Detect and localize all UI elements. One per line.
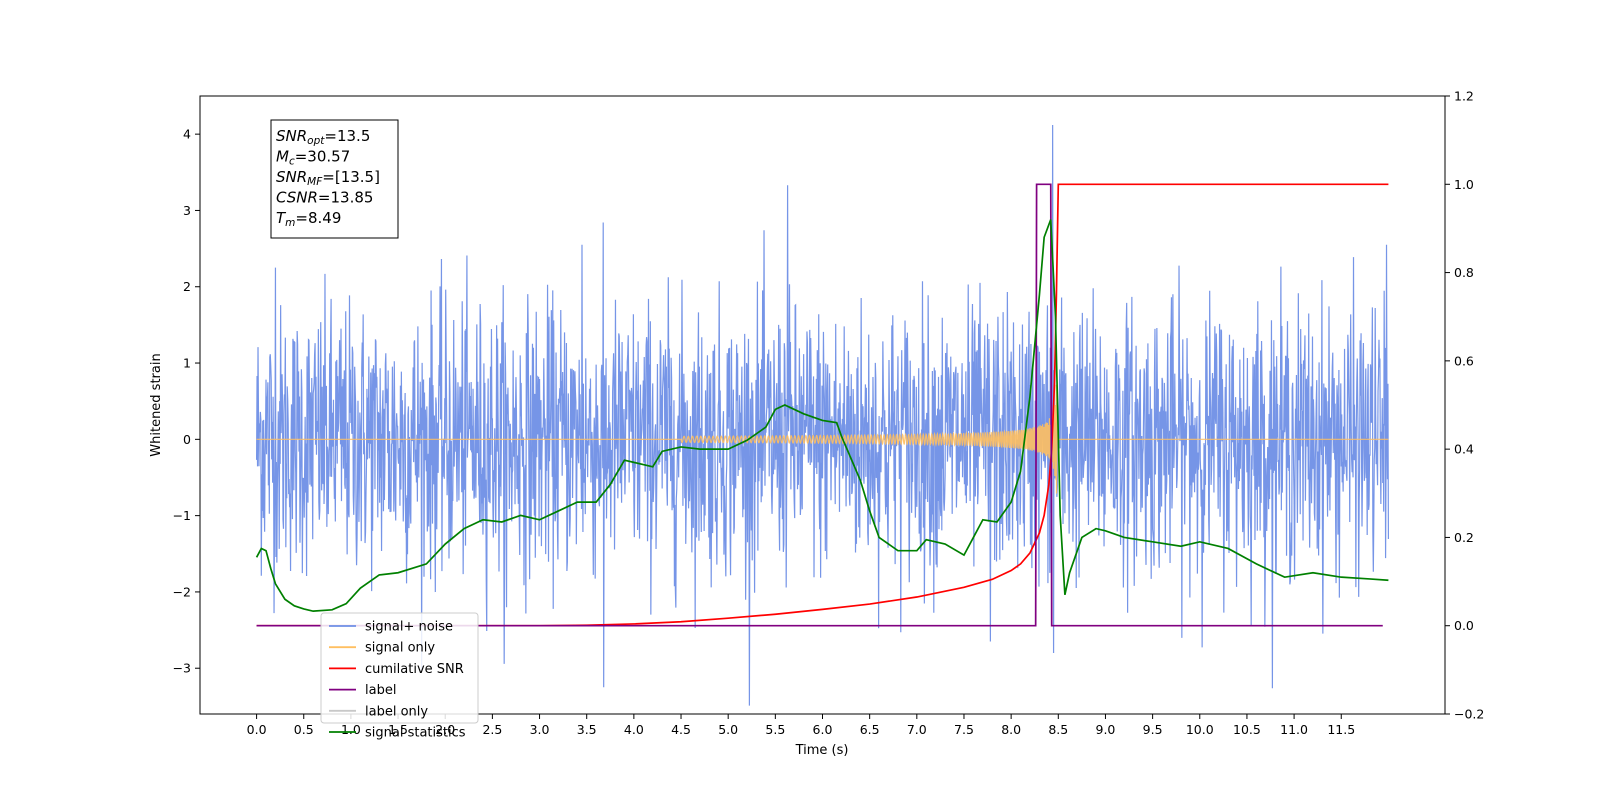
x-tick-label: 11.5 [1327,722,1355,737]
series-cumilative-snr [256,183,1389,627]
x-axis: 0.0 0.5 1.0 1.5 2.0 2.5 3.0 3.5 4.0 4.5 5.0 5.5 6.0 6… [247,714,1355,737]
x-tick-label: 6.0 [813,722,833,737]
annotation-box: SNRopt=13.5Mc=30.57SNRMF=[13.5]CSNR=13.8… [270,119,399,239]
x-tick-label: 6.5 [860,722,880,737]
x-tick-label: 5.0 [718,722,738,737]
x-tick-label: 1.0 [341,722,361,737]
x-tick-label: 3.0 [530,722,550,737]
x-tick-label: 3.5 [577,722,597,737]
x-tick-label: 4.0 [624,722,644,737]
annotation-line: CSNR=13.85 [276,189,373,207]
legend-label: signal+ noise [365,620,453,635]
x-tick-label: 1.5 [388,722,408,737]
x-tick-label: 9.5 [1143,722,1163,737]
legend-label: label [365,683,396,698]
y-left-tick-label: 4 [183,127,191,142]
x-tick-label: 7.5 [954,722,974,737]
legend-label: label only [365,704,428,719]
x-tick-label: 2.5 [482,722,502,737]
y-left-tick-label: −1 [173,508,191,523]
x-tick-label: 8.0 [1001,722,1021,737]
y-right-tick-label: 1.2 [1454,89,1474,104]
x-tick-label: 9.0 [1096,722,1116,737]
annotation-frame [270,119,399,239]
x-tick-label: 10.5 [1233,722,1261,737]
y-left-tick-label: 2 [183,279,191,294]
annotation-line: SNRMF=[13.5] [276,168,380,188]
series-signal-statistics [255,219,1389,613]
y-right-tick-label: 1.0 [1454,177,1474,192]
x-tick-label: 4.5 [671,722,691,737]
series-signal-only [256,384,1389,494]
y-axis-left: −3 −2 −1 0 1 2 3 4 [173,127,200,676]
y-right-tick-label: 0.2 [1454,530,1474,545]
annotation-line: Mc=30.57 [276,148,350,168]
series-signal-noise [255,124,1390,706]
annotation-line: SNRopt=13.5 [276,127,370,147]
x-tick-label: 0.5 [294,722,314,737]
y-right-tick-label: 0.0 [1454,618,1474,633]
y-axis-label-left: Whitened strain [149,353,164,456]
legend: signal+ noise signal only cumilative SNR la… [320,612,479,741]
y-right-tick-label: 0.4 [1454,442,1474,457]
x-axis-label: Time (s) [795,743,849,758]
x-tick-label: 8.5 [1048,722,1068,737]
legend-label: signal statistics [365,726,466,741]
x-tick-label: 10.0 [1186,722,1214,737]
y-right-tick-label: 0.6 [1454,353,1474,368]
y-left-tick-label: 0 [183,432,191,447]
series-label [256,183,1383,627]
x-tick-label: 11.0 [1280,722,1308,737]
y-axis-right: −0.2 0.0 0.2 0.4 0.6 0.8 1.0 1.2 [1445,89,1484,722]
legend-label: cumilative SNR [365,662,464,677]
annotation-line: Tm=8.49 [276,209,341,229]
x-tick-label: 7.0 [907,722,927,737]
y-right-tick-label: −0.2 [1454,707,1484,722]
y-left-tick-label: −3 [173,661,191,676]
legend-frame [320,612,479,724]
x-tick-label: 0.0 [247,722,267,737]
y-right-tick-label: 0.8 [1454,265,1474,280]
y-left-tick-label: 1 [183,356,191,371]
y-left-tick-label: −2 [173,584,191,599]
x-tick-label: 2.0 [435,722,455,737]
y-left-tick-label: 3 [183,203,191,218]
plot-area [255,124,1390,706]
legend-label: signal only [365,641,435,656]
x-tick-label: 5.5 [765,722,785,737]
